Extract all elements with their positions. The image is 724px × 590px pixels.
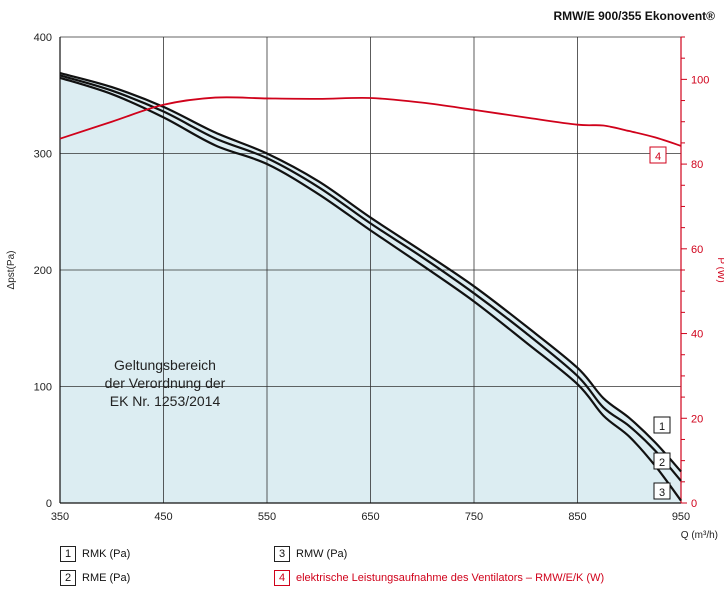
legend-item-3: 3 RMW (Pa) xyxy=(274,546,347,562)
y-axis-label-right: P (W) xyxy=(715,257,724,282)
chart-title: RMW/E 900/355 Ekonovent® xyxy=(553,9,715,23)
y-right-tick-label: 40 xyxy=(691,329,703,341)
y-right-tick-label: 80 xyxy=(691,159,703,171)
y-right-tick-label: 0 xyxy=(691,498,697,510)
y-right-tick-label: 20 xyxy=(691,413,703,425)
x-tick-label: 550 xyxy=(258,511,276,523)
y-right-tick-label: 100 xyxy=(691,74,709,86)
x-tick-label: 750 xyxy=(465,511,483,523)
grid xyxy=(59,36,687,504)
curve-markers: 1 2 3 4 xyxy=(649,146,671,500)
x-axis-label: Q (m³/h) xyxy=(681,530,718,541)
x-tick-label: 950 xyxy=(672,511,690,523)
x-tick-label: 450 xyxy=(154,511,172,523)
validity-region-label: Geltungsbereich der Verordnung der EK Nr… xyxy=(104,357,226,409)
y-axis-label-left: Δpst(Pa) xyxy=(6,251,17,290)
curve-marker-label-4: 4 xyxy=(655,151,661,163)
series-line-2 xyxy=(59,74,682,482)
y-tick-label: 400 xyxy=(34,32,52,44)
legend-label: RMK (Pa) xyxy=(82,548,131,560)
curve-marker-label-3: 3 xyxy=(659,487,665,499)
legend-marker: 1 xyxy=(60,546,76,562)
x-tick-label: 650 xyxy=(361,511,379,523)
legend-label: elektrische Leistungsaufnahme des Ventil… xyxy=(296,572,605,584)
series-line-4 xyxy=(59,96,682,147)
tick-labels: 350 450 550 650 750 850 9500100200300400020406… xyxy=(34,32,710,523)
x-tick-label: 850 xyxy=(568,511,586,523)
legend-label: RME (Pa) xyxy=(82,572,131,584)
y-tick-label: 300 xyxy=(34,149,52,161)
legend-item-1: 1 RMK (Pa) xyxy=(60,546,130,562)
legend-marker: 4 xyxy=(274,570,290,586)
series-lines xyxy=(59,72,682,502)
curve-marker-box-1 xyxy=(653,416,671,434)
legend-marker: 3 xyxy=(274,546,290,562)
series-line-3 xyxy=(59,76,682,502)
series-line-1 xyxy=(59,72,682,473)
curve-marker-box-2 xyxy=(653,452,671,470)
x-tick-label: 350 xyxy=(51,511,69,523)
curve-marker-box-3 xyxy=(653,482,671,500)
legend-label: RMW (Pa) xyxy=(296,548,348,560)
curve-marker-label-2: 2 xyxy=(659,457,665,469)
curve-marker-box-4 xyxy=(649,146,667,164)
legend-item-2: 2 RME (Pa) xyxy=(60,570,130,586)
legend-item-4: 4 elektrische Leistungsaufnahme des Vent… xyxy=(274,570,604,586)
y-tick-label: 100 xyxy=(34,382,52,394)
y-tick-label: 0 xyxy=(46,498,52,510)
curve-marker-label-1: 1 xyxy=(659,421,665,433)
y-right-tick-label: 60 xyxy=(691,244,703,256)
legend-marker: 2 xyxy=(60,570,76,586)
y-tick-label: 200 xyxy=(34,265,52,277)
